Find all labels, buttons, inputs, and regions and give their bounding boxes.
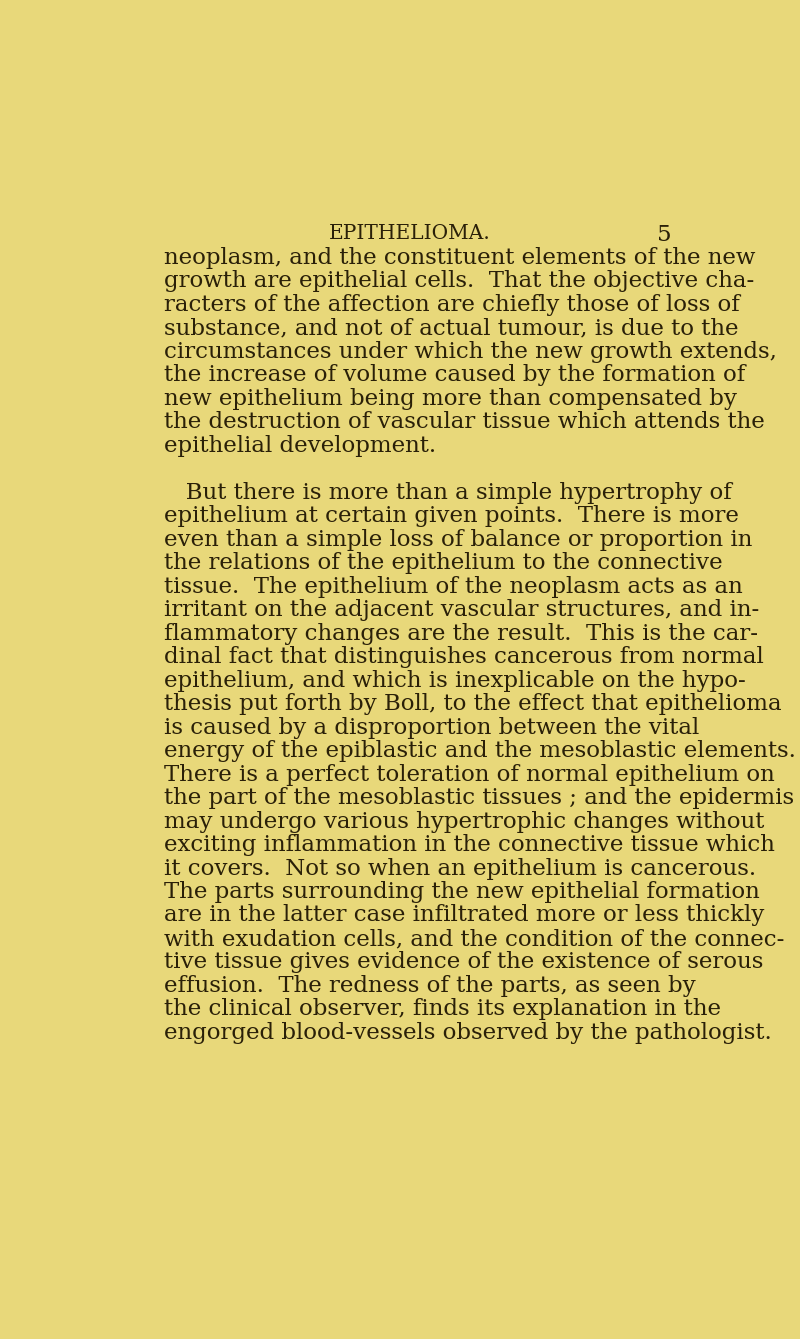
Text: energy of the epiblastic and the mesoblastic elements.: energy of the epiblastic and the mesobla… xyxy=(163,740,795,762)
Text: tive tissue gives evidence of the existence of serous: tive tissue gives evidence of the existe… xyxy=(163,952,763,973)
Text: epithelium, and which is inexplicable on the hypo-: epithelium, and which is inexplicable on… xyxy=(163,670,746,692)
Text: But there is more than a simple hypertrophy of: But there is more than a simple hypertro… xyxy=(163,482,731,503)
Text: the relations of the epithelium to the connective: the relations of the epithelium to the c… xyxy=(163,552,722,574)
Text: flammatory changes are the result.  This is the car-: flammatory changes are the result. This … xyxy=(163,623,758,644)
Text: circumstances under which the new growth extends,: circumstances under which the new growth… xyxy=(163,341,777,363)
Text: the clinical observer, finds its explanation in the: the clinical observer, finds its explana… xyxy=(163,999,721,1020)
Text: the destruction of vascular tissue which attends the: the destruction of vascular tissue which… xyxy=(163,411,764,434)
Text: dinal fact that distinguishes cancerous from normal: dinal fact that distinguishes cancerous … xyxy=(163,647,763,668)
Text: substance, and not of actual tumour, is due to the: substance, and not of actual tumour, is … xyxy=(163,317,738,339)
Text: racters of the affection are chiefly those of loss of: racters of the affection are chiefly tho… xyxy=(163,293,739,316)
Text: even than a simple loss of balance or proportion in: even than a simple loss of balance or pr… xyxy=(163,529,752,550)
Text: irritant on the adjacent vascular structures, and in-: irritant on the adjacent vascular struct… xyxy=(163,599,758,621)
Text: epithelium at certain given points.  There is more: epithelium at certain given points. Ther… xyxy=(163,505,738,528)
Text: There is a perfect toleration of normal epithelium on: There is a perfect toleration of normal … xyxy=(163,763,774,786)
Text: the increase of volume caused by the formation of: the increase of volume caused by the for… xyxy=(163,364,745,387)
Text: may undergo various hypertrophic changes without: may undergo various hypertrophic changes… xyxy=(163,810,764,833)
Text: is caused by a disproportion between the vital: is caused by a disproportion between the… xyxy=(163,716,699,739)
Text: with exudation cells, and the condition of the connec-: with exudation cells, and the condition … xyxy=(163,928,784,949)
Text: EPITHELIOMA.: EPITHELIOMA. xyxy=(329,224,491,242)
Text: epithelial development.: epithelial development. xyxy=(163,435,436,457)
Text: engorged blood-vessels observed by the pathologist.: engorged blood-vessels observed by the p… xyxy=(163,1022,771,1044)
Text: growth are epithelial cells.  That the objective cha-: growth are epithelial cells. That the ob… xyxy=(163,270,754,292)
Text: new epithelium being more than compensated by: new epithelium being more than compensat… xyxy=(163,388,737,410)
Text: tissue.  The epithelium of the neoplasm acts as an: tissue. The epithelium of the neoplasm a… xyxy=(163,576,742,597)
Text: thesis put forth by Boll, to the effect that epithelioma: thesis put forth by Boll, to the effect … xyxy=(163,694,781,715)
Text: 5: 5 xyxy=(658,224,672,246)
Text: The parts surrounding the new epithelial formation: The parts surrounding the new epithelial… xyxy=(163,881,759,902)
Text: neoplasm, and the constituent elements of the new: neoplasm, and the constituent elements o… xyxy=(163,246,755,269)
Text: effusion.  The redness of the parts, as seen by: effusion. The redness of the parts, as s… xyxy=(163,975,695,998)
Text: are in the latter case infiltrated more or less thickly: are in the latter case infiltrated more … xyxy=(163,905,764,927)
Text: exciting inflammation in the connective tissue which: exciting inflammation in the connective … xyxy=(163,834,774,856)
Text: it covers.  Not so when an epithelium is cancerous.: it covers. Not so when an epithelium is … xyxy=(163,857,756,880)
Text: the part of the mesoblastic tissues ; and the epidermis: the part of the mesoblastic tissues ; an… xyxy=(163,787,794,809)
